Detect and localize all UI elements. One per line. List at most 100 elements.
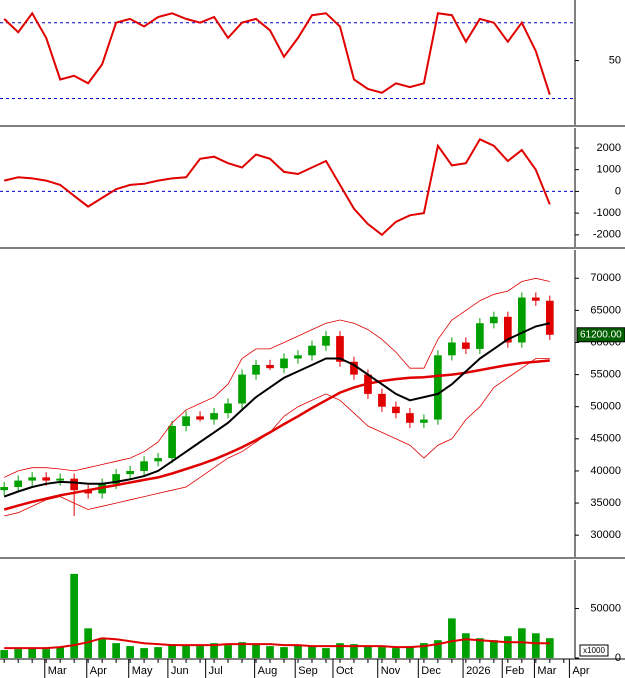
volume-bar [490, 640, 498, 658]
candle-body [56, 478, 65, 481]
x-tick-label: 2026 [466, 665, 490, 677]
y-tick-label: 50000 [590, 401, 621, 413]
volume-bar [406, 646, 414, 658]
x-tick-label: Jun [171, 665, 189, 677]
candle-body [322, 336, 330, 346]
candle-body [168, 425, 176, 459]
unit-box [579, 644, 609, 657]
x-tick-label: Aug [258, 665, 278, 677]
last-price-label: 61200.00 [580, 329, 622, 340]
volume-bar [350, 644, 358, 658]
x-tick-label: Jul [209, 665, 223, 677]
volume-bar [140, 648, 148, 658]
volume-bar [126, 646, 134, 658]
volume-bar [280, 647, 288, 658]
y-tick-label: 35000 [590, 497, 621, 509]
y-tick-label: 65000 [590, 304, 621, 316]
candle-body [182, 416, 190, 426]
volume-bar [196, 646, 204, 658]
y-tick-label: 30000 [590, 529, 621, 541]
volume-bar [503, 636, 512, 658]
y-tick-label: 2000 [597, 142, 621, 154]
last-price-box [576, 327, 625, 343]
volume-bar [182, 645, 190, 658]
candle-body [420, 419, 428, 423]
candle-body [531, 297, 540, 301]
y-tick-label: 55000 [590, 369, 621, 381]
volume-bar [420, 643, 428, 658]
y-tick-label: 45000 [590, 433, 621, 445]
x-tick-label: Feb [505, 665, 524, 677]
y-tick-label: 40000 [590, 465, 621, 477]
candle-body [84, 490, 92, 494]
candle-body [14, 480, 23, 487]
y-tick-label: -2000 [593, 229, 621, 241]
x-tick-label: Apr [90, 665, 107, 677]
candle-body [336, 336, 344, 362]
volume-bar [378, 647, 386, 658]
volume-bar [112, 643, 120, 658]
candle-body [252, 364, 260, 375]
candle-body [517, 297, 526, 343]
volume-bar [364, 646, 372, 658]
volume-bar [28, 648, 37, 658]
candle-body [462, 342, 470, 349]
volume-bar [531, 633, 540, 658]
x-tick-label: Oct [336, 665, 353, 677]
x-tick-label: May [132, 665, 153, 677]
candle-body [266, 364, 274, 369]
volume-bar [70, 573, 78, 658]
volume-bar [294, 645, 302, 658]
y-tick-label: 70000 [590, 272, 621, 284]
candle-body [294, 355, 302, 359]
candle-body [70, 478, 78, 491]
volume-bar [42, 649, 51, 658]
series-line [4, 637, 550, 650]
candle-body [503, 316, 512, 343]
volume-bar [336, 643, 344, 658]
volume-bar [266, 646, 274, 658]
candle-body [350, 361, 358, 375]
volume-bar [462, 633, 470, 658]
volume-bar [154, 647, 162, 658]
candle-body [154, 458, 162, 462]
x-tick-label: Sep [298, 665, 318, 677]
series-line [3, 359, 550, 511]
candle-body [476, 323, 484, 349]
volume-bar [545, 638, 554, 658]
volume-bar [434, 640, 442, 658]
volume-bar [14, 649, 23, 658]
candle-body [406, 413, 414, 423]
candle-body [0, 486, 9, 491]
candle-body [112, 474, 120, 484]
y-tick-label: 50 [609, 55, 621, 67]
volume-bar [238, 642, 246, 658]
candle-body [434, 355, 442, 420]
volume-bar [448, 618, 456, 658]
x-tick-label: Dec [421, 665, 441, 677]
candle-body [490, 316, 498, 324]
series-line [4, 277, 550, 478]
candle-body [308, 345, 316, 356]
candle-body [28, 477, 37, 481]
volume-bar [224, 645, 232, 658]
x-tick-label: Apr [572, 665, 589, 677]
candle-body [126, 470, 134, 475]
x-tick-label: Mar [48, 665, 67, 677]
unit-label: x1000 [583, 646, 605, 655]
y-tick-label: 50000 [590, 602, 621, 614]
y-tick-label: 1000 [597, 164, 621, 176]
volume-bar [322, 648, 330, 658]
volume-bar [168, 644, 176, 658]
y-tick-label: -1000 [593, 207, 621, 219]
y-tick-label: 0 [615, 185, 621, 197]
volume-bar [252, 644, 260, 658]
volume-bar [392, 648, 400, 658]
x-tick-label: Nov [381, 665, 401, 677]
candle-body [42, 477, 51, 481]
volume-bar [0, 650, 9, 658]
candle-body [280, 358, 288, 369]
volume-bar [98, 638, 106, 658]
